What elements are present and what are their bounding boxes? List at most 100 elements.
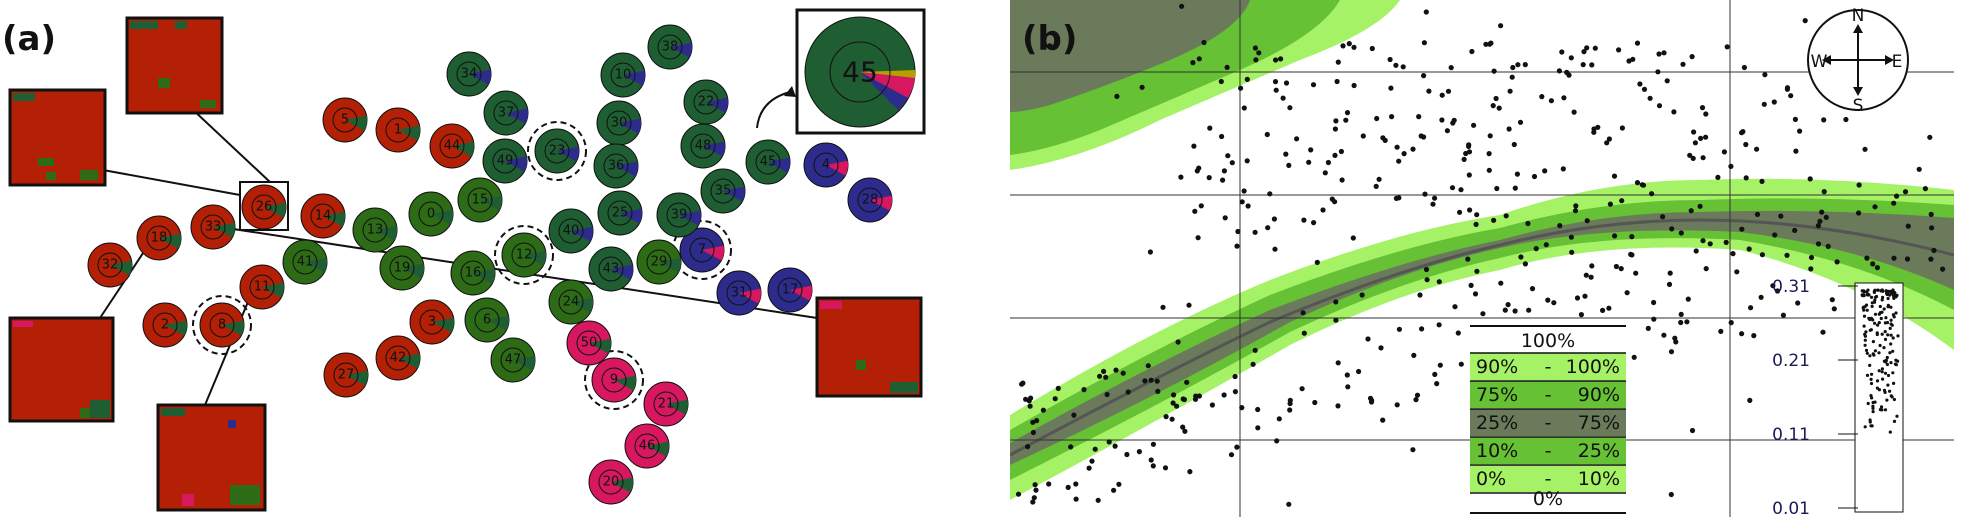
inset-box-top <box>125 16 224 115</box>
scatter-dot <box>1421 73 1427 79</box>
scale-dot <box>1889 305 1893 309</box>
pie-node-label: 39 <box>671 208 688 223</box>
pie-node-wedge <box>222 320 244 336</box>
legend-row-sep: - <box>1545 412 1552 434</box>
scale-dot <box>1876 323 1880 327</box>
scatter-dot <box>1761 101 1767 107</box>
scatter-dot <box>1480 311 1486 317</box>
inset-box-bottom-left <box>8 316 115 423</box>
pie-node-ring <box>467 187 493 213</box>
scatter-dot <box>1874 265 1880 271</box>
scatter-dot <box>1299 386 1305 392</box>
scatter-dot <box>1112 443 1118 449</box>
pie-node-wedge <box>706 97 728 113</box>
scatter-dot <box>1724 44 1730 50</box>
scatter-dot <box>1373 183 1379 189</box>
scatter-dot <box>1437 362 1443 368</box>
pie-node-label: 27 <box>338 368 355 383</box>
scatter-dot <box>1221 168 1227 174</box>
scatter-dot <box>1162 465 1169 471</box>
scale-dot <box>1869 394 1873 398</box>
arrow-curve <box>756 91 791 129</box>
pie-node: 14 <box>300 193 346 239</box>
pie-node-label: 46 <box>639 439 656 454</box>
scatter-dot <box>1703 134 1709 140</box>
scatter-dot <box>1718 328 1724 334</box>
pie-node-wedge <box>506 108 528 124</box>
scale-dot <box>1884 289 1888 293</box>
scatter-dot <box>1267 191 1273 197</box>
scatter-dot <box>1220 177 1226 183</box>
scale-dot <box>1888 351 1892 355</box>
scatter-dot <box>1411 352 1417 358</box>
scale-dot <box>1863 343 1867 347</box>
pie-node-label: 23 <box>549 144 566 159</box>
pie-node: 22 <box>683 79 729 125</box>
scatter-dot <box>1351 44 1357 50</box>
scatter-dot <box>1030 419 1036 425</box>
pie-node: 35 <box>700 168 746 214</box>
scatter-dot <box>1417 292 1423 298</box>
scale-dot <box>1896 359 1900 363</box>
pie-node-ring <box>97 252 123 278</box>
scatter-dot <box>1927 134 1933 140</box>
pie-node-wedge <box>571 297 593 313</box>
scatter-dot <box>1715 174 1721 180</box>
scatter-dot <box>1228 452 1235 458</box>
pie-node-wedge <box>431 209 453 225</box>
scale-dot <box>1878 304 1882 309</box>
scatter-dot <box>1170 400 1176 406</box>
scatter-dot <box>1410 447 1416 453</box>
scatter-dot <box>1507 88 1513 94</box>
scale-dot <box>1868 317 1872 322</box>
scale-dot <box>1894 311 1898 315</box>
scatter-dot <box>1629 234 1635 240</box>
pie-node-ring <box>558 289 584 315</box>
scale-dot <box>1888 430 1892 434</box>
pie-node-wedge <box>402 263 424 279</box>
band-inner <box>1010 210 1954 465</box>
scatter-dot <box>1556 68 1562 74</box>
scatter-dot <box>1780 312 1786 318</box>
pie-node-label: 40 <box>563 224 580 239</box>
scale-dot <box>1865 351 1869 355</box>
scatter-dot <box>1778 213 1784 219</box>
scatter-dot <box>1274 438 1280 444</box>
scatter-dot <box>1607 201 1613 207</box>
scatter-dot <box>1581 49 1587 55</box>
pie-node-wedge <box>398 125 420 141</box>
scatter-dot <box>1286 501 1292 507</box>
scatter-dot <box>1432 371 1438 377</box>
pie-node: 46 <box>624 423 670 469</box>
pie-node-label: 17 <box>782 283 799 298</box>
scatter-dot <box>1287 407 1293 413</box>
scatter-dot <box>1195 235 1201 241</box>
legend-row-sep: - <box>1545 356 1552 378</box>
scatter-dot <box>1396 158 1402 164</box>
scatter-dot <box>1106 439 1112 445</box>
scatter-dot <box>1273 57 1279 63</box>
pie-node-wedge <box>557 146 579 162</box>
scatter-dot <box>1510 64 1516 71</box>
pie-node-label: 37 <box>498 106 515 121</box>
scatter-dot <box>1335 59 1341 65</box>
scatter-dot <box>1856 182 1862 188</box>
pie-node-ring <box>653 391 679 417</box>
scatter-dot <box>1179 3 1185 9</box>
scatter-dot <box>1931 247 1937 253</box>
pie-node: 11 <box>239 264 285 310</box>
pie-node-ring <box>332 107 358 133</box>
scatter-dot <box>1472 291 1479 297</box>
scatter-dot <box>1487 133 1493 139</box>
scatter-dot <box>1872 204 1878 210</box>
scatter-dot <box>1027 403 1033 409</box>
pie-node: 4 <box>803 142 849 188</box>
legend-row: 90% -100% <box>1470 352 1626 380</box>
pie-node-ring <box>601 367 627 393</box>
scatter-dot <box>1891 200 1897 206</box>
scatter-dot <box>1825 243 1831 249</box>
scatter-dot <box>1503 213 1509 219</box>
scatter-dot <box>1182 428 1188 434</box>
scatter-dot <box>1097 373 1103 379</box>
scatter-dot <box>1721 149 1727 155</box>
